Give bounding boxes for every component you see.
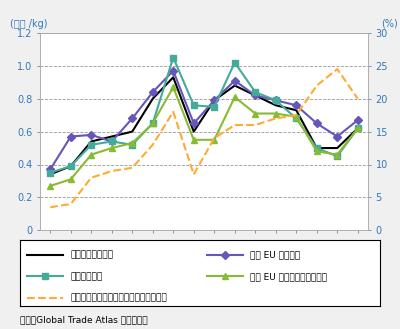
Text: 中国の輸出額シェア（対世界）（右軍）: 中国の輸出額シェア（対世界）（右軍） bbox=[70, 293, 167, 303]
Text: 中国輸出単価: 中国輸出単価 bbox=[70, 272, 103, 281]
Text: 世界平均輸出単価: 世界平均輸出単価 bbox=[70, 250, 114, 259]
Text: (%): (%) bbox=[381, 19, 398, 29]
Text: 資料：Global Trade Atlas より作成。: 資料：Global Trade Atlas より作成。 bbox=[20, 315, 148, 324]
Text: (ドル /kg): (ドル /kg) bbox=[10, 19, 48, 29]
Text: 日米 EU 中国以外の輸出単価: 日米 EU 中国以外の輸出単価 bbox=[250, 272, 327, 281]
Text: 日米 EU 輸出単価: 日米 EU 輸出単価 bbox=[250, 250, 300, 259]
